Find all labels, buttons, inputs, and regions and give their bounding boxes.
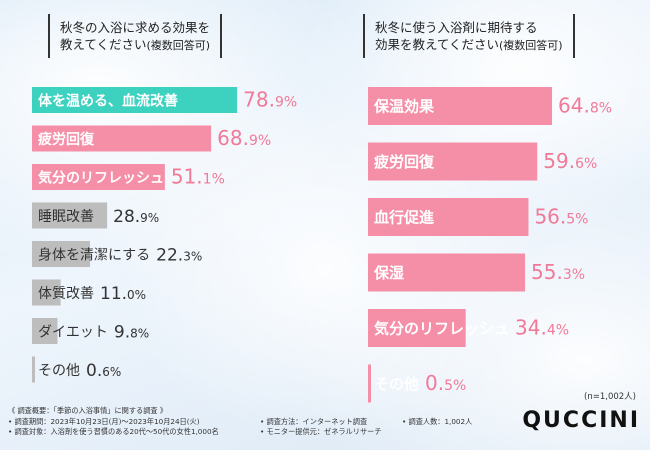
left-bar-0 (32, 87, 238, 113)
right-value-label-5: 0.5% (425, 371, 466, 395)
left-bar-4 (32, 241, 90, 267)
right-category-label-3: 保湿 (373, 264, 404, 282)
left-category-label-3: 睡眠改善 (38, 209, 94, 225)
left-value-label-2: 51.1% (171, 165, 225, 189)
left-category-label-6: ダイエット (38, 325, 108, 341)
left-bar-chart: 体を温める、血流改善 78.9% 疲労回復 68.9% 気分のリフレッシュ 51.1% 睡眠… (32, 87, 297, 383)
right-value-label-0: 64.8% (558, 94, 612, 118)
right-title-line-1: 秋冬に使う入浴剤に期待する (375, 19, 538, 35)
left-category-label-5: 体質改善 (38, 286, 94, 302)
left-category-label-2: 気分のリフレッシュ (38, 170, 164, 187)
left-title-line-1: 秋冬の入浴に求める効果を (60, 19, 211, 35)
right-bar-4 (368, 309, 466, 347)
left-chart-title: 秋冬の入浴に求める効果を 教えてください(複数回答可) (48, 14, 223, 58)
left-value-label-4: 22.3% (156, 246, 202, 266)
left-category-label-1: 疲労回復 (38, 131, 95, 148)
left-bar-1 (32, 125, 212, 152)
left-bar-7 (32, 356, 35, 383)
right-chart-title: 秋冬に使う入浴剤に期待する 効果を教えてください(複数回答可) (363, 14, 575, 58)
survey-overview: 《 調査概要：「季節の入浴事情」に関する調査 》 (8, 406, 168, 415)
left-value-label-7: 0.6% (86, 361, 121, 381)
survey-period: • 調査期間：2023年10月23日(月)～2023年10月24日(火) (8, 416, 200, 426)
left-bar-5 (32, 279, 61, 306)
left-bar-3 (32, 202, 108, 229)
left-value-label-5: 11.0% (100, 284, 146, 304)
right-bar-0 (368, 87, 553, 125)
survey-target: • 調査対象：入浴剤を使う習慣のある20代～50代の女性1,000名 (8, 427, 219, 436)
right-category-label-2: 血行促進 (374, 209, 435, 227)
right-category-label-1: 疲労回復 (374, 153, 435, 171)
left-category-label-0: 体を温める、血流改善 (38, 93, 178, 110)
survey-respondents: • 調査人数：1,002人 (402, 416, 473, 426)
right-title-suffix: (複数回答可) (499, 38, 563, 52)
right-value-label-4: 34.4% (515, 316, 569, 340)
brand-logo: QUCCINI (522, 408, 640, 433)
right-category-label-4: 気分のリフレッシュ (374, 320, 509, 338)
left-bar-6 (32, 318, 58, 344)
left-value-label-1: 68.9% (217, 126, 271, 150)
right-bar-chart: 保温効果 64.8% 疲労回復 59.6% 血行促進 56.5% 保湿 55.3% 気分のリフレ… (368, 87, 612, 403)
right-category-label-0: 保温効果 (373, 98, 435, 116)
right-bar-1 (368, 142, 538, 181)
right-bar-3 (368, 253, 526, 292)
right-value-label-3: 55.3% (531, 260, 585, 284)
right-value-label-1: 59.6% (543, 149, 597, 173)
left-value-label-0: 78.9% (243, 88, 297, 112)
right-bar-2 (368, 198, 529, 236)
left-title-line-2: 教えてください (60, 36, 147, 52)
right-bar-5 (368, 364, 371, 403)
survey-provider: • モニター提供元：ゼネラルリサーチ (260, 427, 382, 436)
left-category-label-4: 身体を清潔にする (38, 248, 150, 264)
left-value-label-3: 28.9% (113, 207, 159, 227)
left-bar-2 (32, 164, 165, 190)
left-value-label-6: 9.8% (114, 323, 149, 343)
left-category-label-7: その他 (38, 363, 80, 379)
right-category-label-5: その他 (374, 375, 419, 393)
sample-size: (n=1,002人) (584, 392, 636, 402)
survey-method: • 調査方法：インターネット調査 (260, 416, 368, 426)
right-title-line-2: 効果を教えてください (375, 36, 500, 52)
right-value-label-2: 56.5% (534, 205, 588, 229)
survey-footer: 《 調査概要：「季節の入浴事情」に関する調査 》 • 調査期間：2023年10月… (8, 406, 508, 438)
left-title-suffix: (複数回答可) (146, 38, 211, 52)
